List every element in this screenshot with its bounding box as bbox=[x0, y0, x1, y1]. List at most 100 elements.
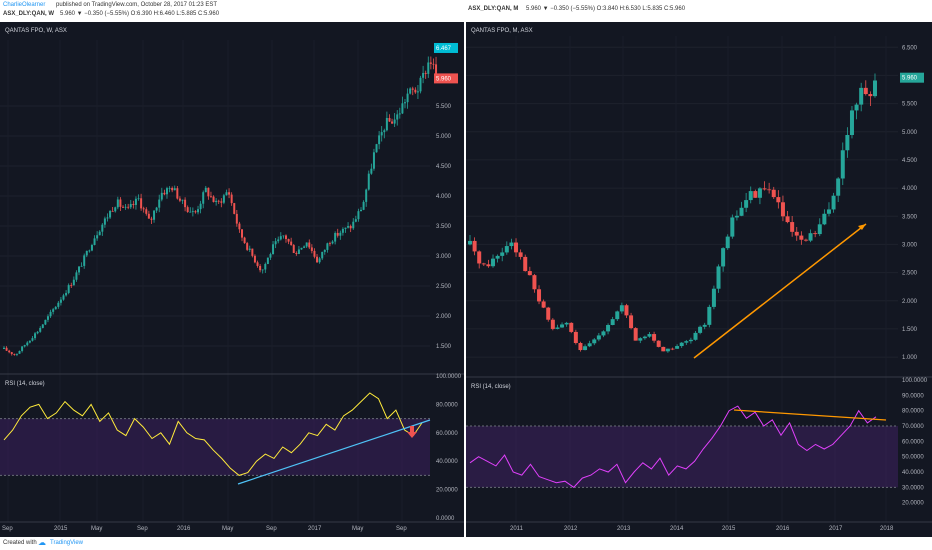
candle-body bbox=[429, 62, 432, 64]
x-tick-label: 2014 bbox=[670, 526, 684, 532]
candle-body bbox=[49, 311, 52, 317]
candle-body bbox=[555, 327, 560, 329]
candle-body bbox=[28, 340, 31, 343]
candle-body bbox=[435, 64, 438, 76]
candle-body bbox=[615, 311, 620, 320]
candle-body bbox=[127, 206, 130, 208]
candle-body bbox=[675, 346, 680, 349]
candle-body bbox=[734, 215, 739, 218]
candle-body bbox=[287, 239, 290, 242]
x-tick-label: 2013 bbox=[617, 526, 631, 532]
created-with-text: Created with bbox=[3, 540, 37, 546]
candle-body bbox=[762, 188, 767, 190]
candle-body bbox=[601, 331, 606, 336]
candle-body bbox=[328, 243, 331, 245]
candle-body bbox=[284, 235, 287, 240]
candle-body bbox=[495, 255, 500, 259]
candle-body bbox=[251, 248, 254, 256]
candle-body bbox=[606, 324, 611, 332]
candle-body bbox=[34, 333, 37, 339]
left-ticker: ASX_DLY:QAN, W bbox=[3, 11, 55, 17]
x-tick-label: 2018 bbox=[880, 526, 894, 532]
candle-body bbox=[83, 255, 86, 266]
left-quote: 5.960 ▼ −0.350 (−5.55%) O:6.390 H:6.460 … bbox=[60, 11, 220, 17]
candle-body bbox=[318, 258, 321, 263]
rsi-tick-label: 80.0000 bbox=[902, 409, 924, 415]
x-tick-label: 2015 bbox=[722, 526, 736, 532]
rsi-tick-label: 50.0000 bbox=[902, 455, 924, 461]
candle-body bbox=[349, 226, 352, 229]
x-tick-label: Sep bbox=[137, 526, 148, 532]
y-tick-label: 3.500 bbox=[436, 224, 452, 230]
candle-body bbox=[80, 265, 83, 267]
candle-body bbox=[532, 275, 537, 290]
right-chart-svg[interactable]: QANTAS FPO, M, ASX 1.000 1.500 2.000 2.500 3… bbox=[466, 22, 932, 537]
right-chart-panel[interactable]: QANTAS FPO, M, ASX 1.000 1.500 2.000 2.500 3… bbox=[466, 22, 932, 537]
candle-body bbox=[259, 265, 262, 271]
candle-body bbox=[518, 252, 523, 257]
left-rsi-line bbox=[3, 392, 423, 476]
candle-body bbox=[72, 279, 75, 286]
candle-body bbox=[693, 332, 698, 340]
candle-body bbox=[3, 347, 5, 349]
candle-body bbox=[725, 236, 730, 249]
candle-body bbox=[230, 194, 233, 204]
candle-body bbox=[109, 210, 112, 218]
candle-body bbox=[295, 253, 298, 254]
candle-body bbox=[266, 257, 269, 264]
right-chart-title: QANTAS FPO, M, ASX bbox=[471, 28, 533, 34]
author-link[interactable]: CharlieOlearner bbox=[3, 2, 46, 8]
candle-body bbox=[277, 239, 280, 242]
right-rsi-band bbox=[466, 426, 898, 488]
candle-body bbox=[222, 195, 225, 203]
candle-body bbox=[279, 236, 282, 240]
left-chart-panel[interactable]: QANTAS FPO, W, ASX 1.500 2.000 2.500 3.000 3… bbox=[0, 22, 464, 537]
candle-body bbox=[90, 244, 93, 251]
y-tick-label: 2.000 bbox=[436, 314, 452, 320]
candle-body bbox=[527, 271, 532, 276]
tradingview-brand[interactable]: TradingView bbox=[50, 540, 84, 546]
candle-body bbox=[541, 301, 546, 308]
candle-body bbox=[514, 242, 519, 253]
left-chart-svg[interactable]: QANTAS FPO, W, ASX 1.500 2.000 2.500 3.000 3… bbox=[0, 22, 464, 537]
candle-body bbox=[661, 346, 666, 352]
x-tick-label: 2016 bbox=[177, 526, 191, 532]
candle-body bbox=[831, 195, 836, 210]
candle-body bbox=[367, 173, 370, 190]
candle-body bbox=[313, 250, 316, 257]
candle-body bbox=[274, 241, 277, 245]
candle-body bbox=[477, 251, 482, 264]
x-tick-label: 2011 bbox=[510, 526, 524, 532]
candle-body bbox=[321, 251, 324, 259]
candle-body bbox=[523, 256, 528, 272]
rsi-tick-label: 40.0000 bbox=[902, 470, 924, 476]
candle-body bbox=[269, 254, 272, 258]
candle-body bbox=[5, 347, 8, 351]
candle-body bbox=[776, 197, 781, 203]
candle-body bbox=[272, 244, 275, 255]
candle-body bbox=[808, 233, 813, 241]
candle-body bbox=[721, 248, 726, 267]
candle-body bbox=[248, 248, 251, 250]
right-rsi-title: RSI (14, close) bbox=[471, 384, 511, 390]
candle-body bbox=[859, 87, 864, 105]
candle-body bbox=[550, 319, 555, 329]
candle-body bbox=[817, 224, 822, 235]
candle-body bbox=[583, 346, 588, 351]
right-quote: 5.960 ▼ −0.350 (−5.55%) O:3.840 H:6.530 … bbox=[526, 6, 686, 12]
candle-body bbox=[573, 331, 578, 343]
candle-body bbox=[124, 206, 127, 208]
candle-body bbox=[15, 353, 18, 355]
right-rsi-trendline bbox=[733, 409, 887, 421]
candle-body bbox=[220, 201, 223, 203]
candle-body bbox=[845, 135, 850, 151]
last-price-badge bbox=[900, 72, 924, 83]
candle-body bbox=[165, 188, 168, 195]
candle-body bbox=[46, 316, 49, 320]
y-tick-label: 3.000 bbox=[902, 242, 918, 248]
candle-body bbox=[670, 348, 675, 350]
candle-body bbox=[173, 188, 176, 191]
candle-body bbox=[168, 187, 171, 189]
header: CharlieOlearner published on TradingView… bbox=[0, 0, 932, 22]
candle-body bbox=[54, 306, 57, 310]
